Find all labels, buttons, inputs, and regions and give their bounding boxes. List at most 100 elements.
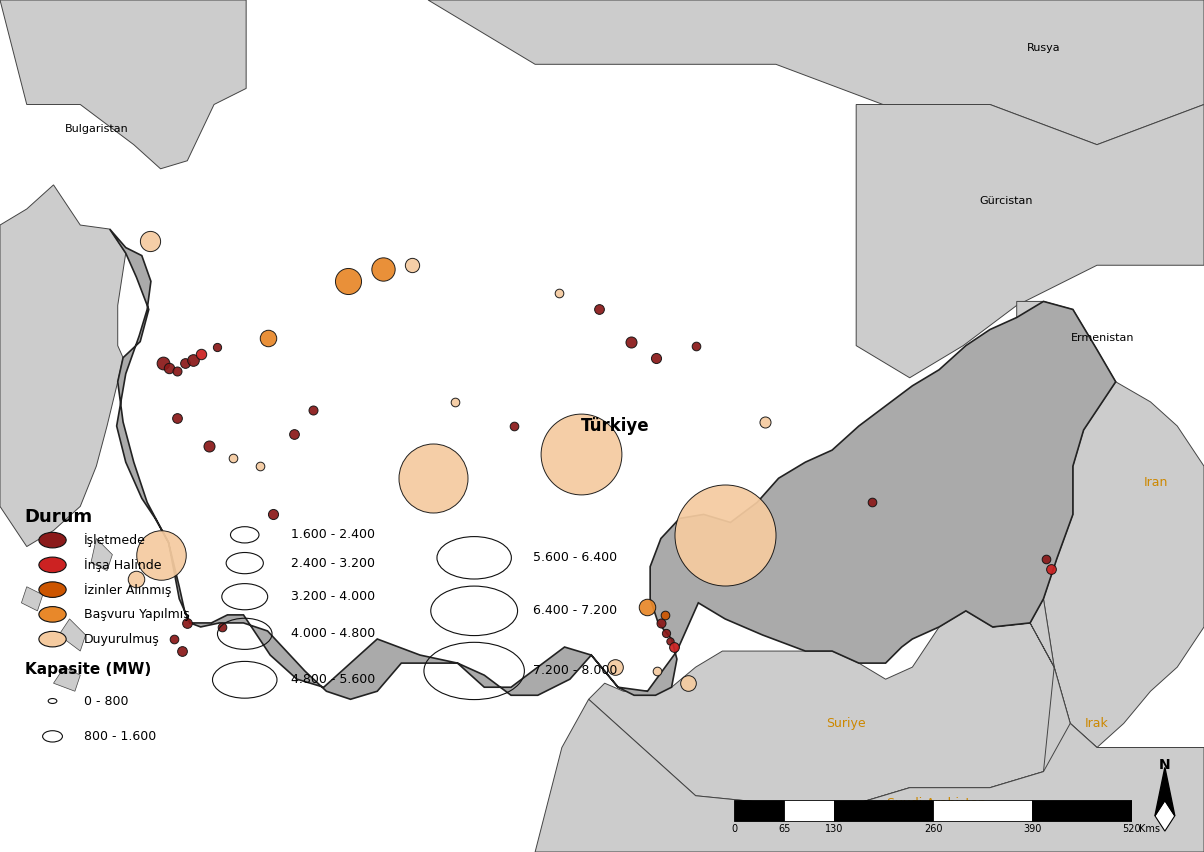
Point (140, 234, 159, 248)
Text: Irak: Irak (1085, 717, 1109, 730)
Polygon shape (92, 538, 112, 571)
Polygon shape (0, 0, 246, 169)
Text: 2.400 - 3.200: 2.400 - 3.200 (291, 556, 376, 570)
Text: Türkiye: Türkiye (582, 417, 650, 435)
Point (638, 600, 657, 613)
Point (264, 508, 283, 521)
Text: 520: 520 (1122, 824, 1141, 834)
Point (656, 626, 675, 640)
Point (167, 365, 187, 378)
Circle shape (39, 631, 66, 647)
Polygon shape (1155, 768, 1175, 816)
Point (590, 302, 609, 316)
Text: Kapasite (MW): Kapasite (MW) (24, 662, 150, 677)
Point (445, 395, 465, 409)
Polygon shape (429, 0, 1204, 145)
Point (303, 403, 323, 417)
Text: 7.200 - 8.000: 7.200 - 8.000 (533, 665, 618, 677)
Text: İşletmede: İşletmede (83, 533, 146, 547)
Point (665, 640, 684, 653)
Bar (933, 800, 1032, 821)
Point (175, 356, 194, 370)
Point (862, 496, 881, 509)
Text: Durum: Durum (24, 509, 93, 527)
Point (645, 351, 665, 365)
Text: 130: 130 (825, 824, 843, 834)
Circle shape (39, 607, 66, 622)
Point (655, 608, 674, 622)
Point (756, 415, 775, 429)
Circle shape (39, 557, 66, 573)
Polygon shape (59, 619, 85, 651)
Text: Bulgaristan: Bulgaristan (65, 124, 128, 134)
Text: 1.600 - 2.400: 1.600 - 2.400 (291, 528, 376, 541)
Point (284, 427, 303, 440)
Point (715, 527, 734, 541)
Point (424, 471, 443, 485)
Point (1037, 552, 1056, 566)
Bar (734, 800, 784, 821)
Polygon shape (535, 699, 1204, 852)
Point (621, 335, 641, 348)
Text: Ermenistan: Ermenistan (1070, 332, 1134, 343)
Text: 4.800 - 5.600: 4.800 - 5.600 (291, 673, 376, 687)
Text: Suriye: Suriye (826, 717, 866, 730)
Polygon shape (856, 623, 1204, 852)
Point (571, 447, 590, 461)
Text: 0 - 800: 0 - 800 (83, 694, 128, 707)
Point (159, 361, 178, 375)
Point (223, 452, 242, 465)
Point (606, 660, 625, 674)
Text: 3.200 - 4.000: 3.200 - 4.000 (291, 590, 376, 603)
Point (678, 676, 697, 690)
Point (191, 347, 211, 360)
Text: İzinler Alınmış: İzinler Alınmış (83, 583, 171, 596)
Text: Iran: Iran (1144, 475, 1168, 489)
Text: 0: 0 (731, 824, 738, 834)
Text: 260: 260 (923, 824, 943, 834)
Point (250, 459, 270, 473)
Text: Suudi Arabistan: Suudi Arabistan (887, 797, 986, 810)
Point (167, 412, 187, 425)
Circle shape (39, 532, 66, 548)
Polygon shape (0, 185, 125, 547)
Point (178, 616, 197, 630)
Text: İnşa Halinde: İnşa Halinde (83, 558, 161, 572)
Bar (833, 800, 933, 821)
Text: 4.000 - 4.800: 4.000 - 4.800 (291, 627, 376, 641)
Polygon shape (1016, 302, 1116, 466)
Text: Duyurulmuş: Duyurulmuş (83, 633, 159, 646)
Point (686, 339, 706, 353)
Point (164, 632, 183, 646)
Text: 5.600 - 6.400: 5.600 - 6.400 (533, 551, 618, 564)
Point (258, 331, 277, 344)
Text: 65: 65 (778, 824, 790, 834)
Point (373, 262, 393, 276)
Polygon shape (1044, 382, 1204, 747)
Polygon shape (110, 229, 1116, 699)
Point (660, 634, 679, 648)
Text: Rusya: Rusya (1027, 43, 1061, 53)
Point (549, 286, 568, 300)
Point (199, 440, 218, 453)
Text: Kms: Kms (1139, 824, 1161, 834)
Text: 390: 390 (1023, 824, 1041, 834)
Bar (1033, 800, 1132, 821)
Text: Gürcistan: Gürcistan (979, 196, 1033, 206)
Point (183, 354, 202, 367)
Point (648, 665, 667, 678)
Point (504, 419, 524, 433)
Point (1041, 562, 1061, 576)
Point (651, 616, 671, 630)
Text: 6.400 - 7.200: 6.400 - 7.200 (533, 604, 618, 618)
Polygon shape (53, 667, 81, 691)
Point (154, 356, 173, 370)
Point (212, 620, 231, 634)
Text: N: N (1159, 758, 1170, 772)
Bar (784, 800, 833, 821)
Point (402, 258, 421, 272)
Point (172, 644, 191, 658)
Polygon shape (22, 587, 43, 611)
Point (338, 274, 358, 288)
Point (150, 548, 170, 561)
